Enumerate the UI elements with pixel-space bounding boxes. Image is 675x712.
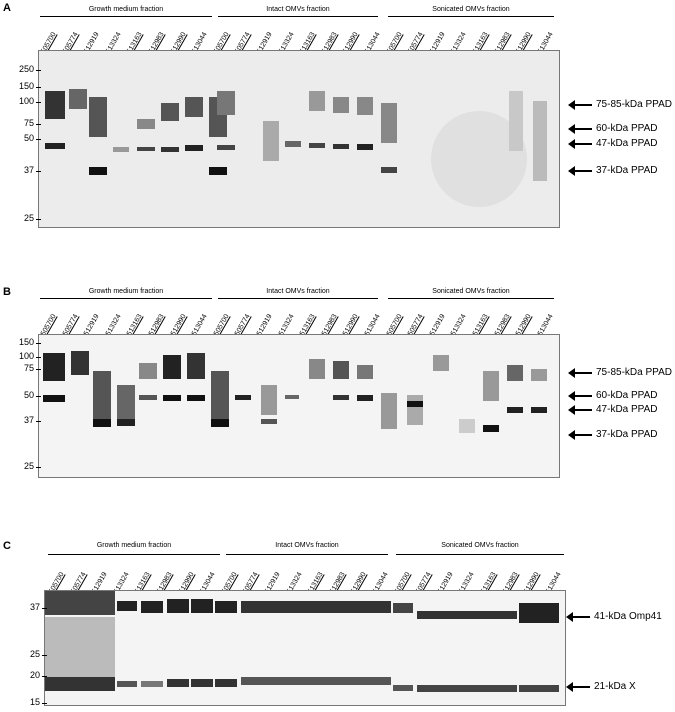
arrow-left-icon [568,367,592,378]
mw-tick [36,343,41,344]
panel-label-a: A [3,2,11,14]
band-annotation: 47-kDa PPAD [568,404,658,415]
blot-b-bands [39,335,559,477]
band-annotation-label: 37-kDa PPAD [596,165,658,176]
mw-marker-label: 150 [18,337,34,347]
panel-label-b: B [3,286,11,298]
blot-b [38,334,560,478]
group-line [218,16,378,17]
arrow-left-icon [566,681,590,692]
band-annotation: 60-kDa PPAD [568,123,658,134]
mw-marker-label: 25 [29,649,40,659]
mw-tick [36,171,41,172]
arrow-left-icon [568,99,592,110]
group-label-growth-b: Growth medium fraction [88,288,164,295]
group-label-sonicated-a: Sonicated OMVs fraction [432,6,510,13]
arrow-left-icon [568,138,592,149]
group-label-growth-a: Growth medium fraction [88,6,164,13]
mw-tick [42,676,47,677]
group-line [40,298,212,299]
group-line [388,298,554,299]
band-annotation-label: 60-kDa PPAD [596,390,658,401]
mw-tick [36,396,41,397]
mw-tick [42,703,47,704]
mw-tick [36,219,41,220]
group-line [40,16,212,17]
mw-marker-label: 75 [23,363,34,373]
mw-tick [36,124,41,125]
group-line [218,298,378,299]
mw-tick [36,357,41,358]
arrow-left-icon [568,404,592,415]
mw-marker-label: 37 [23,415,34,425]
group-label-sonicated-b: Sonicated OMVs fraction [432,288,510,295]
band-annotation-label: 21-kDa X [594,681,636,692]
group-label-intact-c: Intact OMVs fraction [275,542,339,549]
band-annotation: 41-kDa Omp41 [566,611,662,622]
group-label-intact-b: Intact OMVs fraction [266,288,330,295]
band-annotation-label: 37-kDa PPAD [596,429,658,440]
band-annotation: 75-85-kDa PPAD [568,99,672,110]
band-annotation: 37-kDa PPAD [568,429,658,440]
group-label-growth-c: Growth medium fraction [96,542,172,549]
band-annotation-label: 60-kDa PPAD [596,123,658,134]
mw-marker-label: 150 [18,81,34,91]
group-label-sonicated-c: Sonicated OMVs fraction [441,542,519,549]
mw-tick [36,421,41,422]
group-line [396,554,564,555]
mw-marker-label: 250 [18,64,34,74]
band-annotation-label: 47-kDa PPAD [596,404,658,415]
mw-marker-label: 15 [29,697,40,707]
band-annotation: 75-85-kDa PPAD [568,367,672,378]
panel-label-c: C [3,540,11,552]
mw-marker-label: 37 [29,602,40,612]
arrow-left-icon [568,429,592,440]
band-annotation-label: 75-85-kDa PPAD [596,99,672,110]
group-line [388,16,554,17]
mw-tick [36,139,41,140]
arrow-left-icon [568,390,592,401]
group-line [48,554,220,555]
band-annotation: 37-kDa PPAD [568,165,658,176]
band-annotation: 21-kDa X [566,681,636,692]
blot-a [38,50,560,228]
band-annotation-label: 75-85-kDa PPAD [596,367,672,378]
band-annotation-label: 47-kDa PPAD [596,138,658,149]
mw-marker-label: 50 [23,133,34,143]
mw-marker-label: 50 [23,390,34,400]
mw-marker-label: 100 [18,351,34,361]
arrow-left-icon [566,611,590,622]
mw-tick [42,655,47,656]
mw-tick [36,467,41,468]
blot-c [44,590,566,706]
group-line [226,554,388,555]
arrow-left-icon [568,165,592,176]
mw-marker-label: 100 [18,96,34,106]
band-annotation-label: 41-kDa Omp41 [594,611,662,622]
band-annotation: 47-kDa PPAD [568,138,658,149]
band-annotation: 60-kDa PPAD [568,390,658,401]
mw-tick [36,87,41,88]
mw-tick [36,369,41,370]
mw-marker-label: 20 [29,670,40,680]
mw-marker-label: 25 [23,213,34,223]
group-label-intact-a: Intact OMVs fraction [266,6,330,13]
mw-tick [36,70,41,71]
mw-tick [42,608,47,609]
mw-marker-label: 25 [23,461,34,471]
blot-c-bands [45,591,565,705]
mw-marker-label: 37 [23,165,34,175]
arrow-left-icon [568,123,592,134]
mw-marker-label: 75 [23,118,34,128]
mw-tick [36,102,41,103]
blot-a-bands [39,51,559,227]
